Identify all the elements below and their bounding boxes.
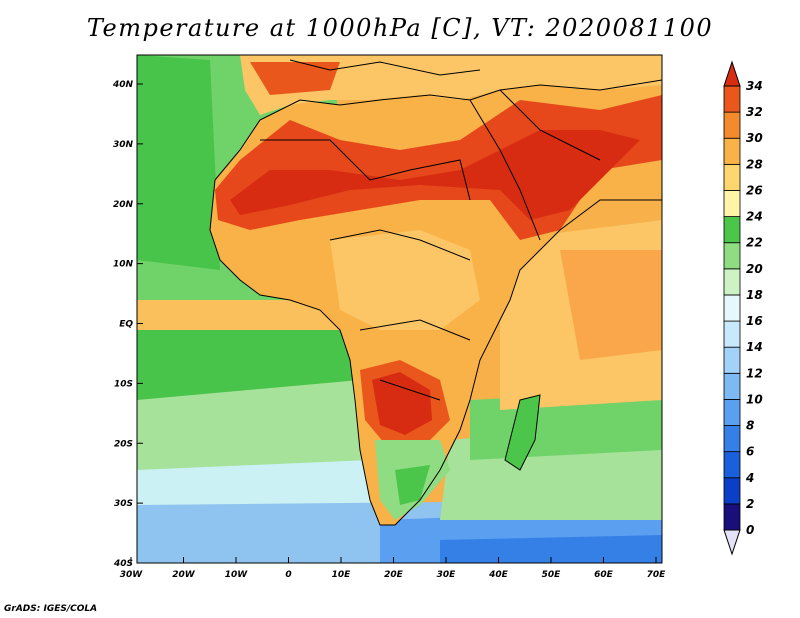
colorbar-label: 10 — [746, 392, 763, 406]
colorbar-swatch — [723, 294, 741, 322]
lat-tick-label: 30S — [114, 499, 133, 509]
lat-tick-label: 20N — [113, 200, 134, 210]
lon-tick-label: 20W — [172, 570, 196, 580]
temperature-field — [137, 55, 662, 563]
credit-label: GrADS: IGES/COLA — [4, 604, 98, 614]
colorbar-swatch — [723, 320, 741, 348]
colorbar-swatch — [723, 190, 741, 217]
colorbar-swatch — [723, 477, 741, 505]
colorbar-swatch — [723, 425, 741, 453]
lat-tick-label: EQ — [119, 320, 133, 330]
colorbar-label: 20 — [746, 262, 763, 276]
colorbar-swatch — [723, 346, 741, 374]
coastlines — [209, 59, 662, 526]
colorbar-swatch — [723, 503, 741, 531]
lon-tick-label: 30W — [120, 570, 144, 580]
lat-tick-label: 30N — [113, 140, 134, 150]
colorbar-swatch — [723, 242, 741, 270]
lon-tick-label: 10W — [225, 570, 249, 580]
colorbar-label: 26 — [746, 183, 763, 197]
longitude-axis: 30W 20W 10W 0 10E 20E 30E 40E 50E 60E 70E — [120, 557, 666, 580]
colorbar-label: 24 — [746, 210, 763, 224]
lat-tick-label: 40S — [113, 559, 133, 569]
colorbar-label: 28 — [746, 157, 763, 171]
map-title: Temperature at 1000hPa [C], VT: 20200811… — [86, 14, 714, 42]
colorbar-swatch — [723, 85, 741, 113]
lon-tick-label: 10E — [332, 570, 352, 580]
colorbar-label: 16 — [746, 314, 763, 328]
colorbar-swatch — [723, 372, 741, 400]
colorbar-swatch — [723, 216, 741, 244]
colorbar-swatch — [723, 268, 741, 296]
colorbar-label: 14 — [746, 340, 763, 354]
lon-tick-label: 60E — [594, 570, 614, 580]
colorbar-swatch — [723, 111, 741, 139]
colorbar-swatch — [723, 163, 741, 191]
lon-tick-label: 0 — [285, 570, 291, 580]
lon-tick-label: 40E — [488, 570, 509, 580]
lon-tick-label: 20E — [384, 570, 404, 580]
colorbar-label: 2 — [746, 497, 754, 511]
colorbar-label: 18 — [746, 288, 763, 302]
colorbar-label: 30 — [746, 131, 763, 145]
latitude-axis: 40N 30N 20N 10N EQ 10S 20S 30S 40S — [112, 80, 143, 569]
lat-tick-label: 40N — [112, 80, 134, 90]
map-frame — [136, 54, 663, 564]
lon-tick-label: 50E — [542, 570, 562, 580]
colorbar-swatch — [723, 137, 741, 165]
colorbar-label: 12 — [746, 366, 763, 380]
colorbar-min-arrow — [723, 529, 741, 556]
lat-tick-label: 20S — [114, 439, 133, 449]
colorbar-swatch — [723, 399, 741, 426]
lat-tick-label: 10S — [114, 379, 133, 389]
colorbar-label: 6 — [746, 445, 754, 459]
colorbar-label: 4 — [745, 471, 754, 485]
colorbar-label: 22 — [746, 236, 763, 250]
lon-tick-label: 70E — [647, 570, 667, 580]
lon-tick-label: 30E — [437, 570, 457, 580]
lat-tick-label: 10N — [113, 260, 134, 270]
colorbar-max-arrow — [723, 60, 741, 87]
colorbar-label: 8 — [746, 419, 754, 433]
colorbar-label: 34 — [746, 79, 763, 93]
colorbar-swatch — [723, 451, 741, 479]
colorbar-label: 32 — [746, 105, 763, 119]
colorbar-label: 0 — [746, 523, 754, 537]
